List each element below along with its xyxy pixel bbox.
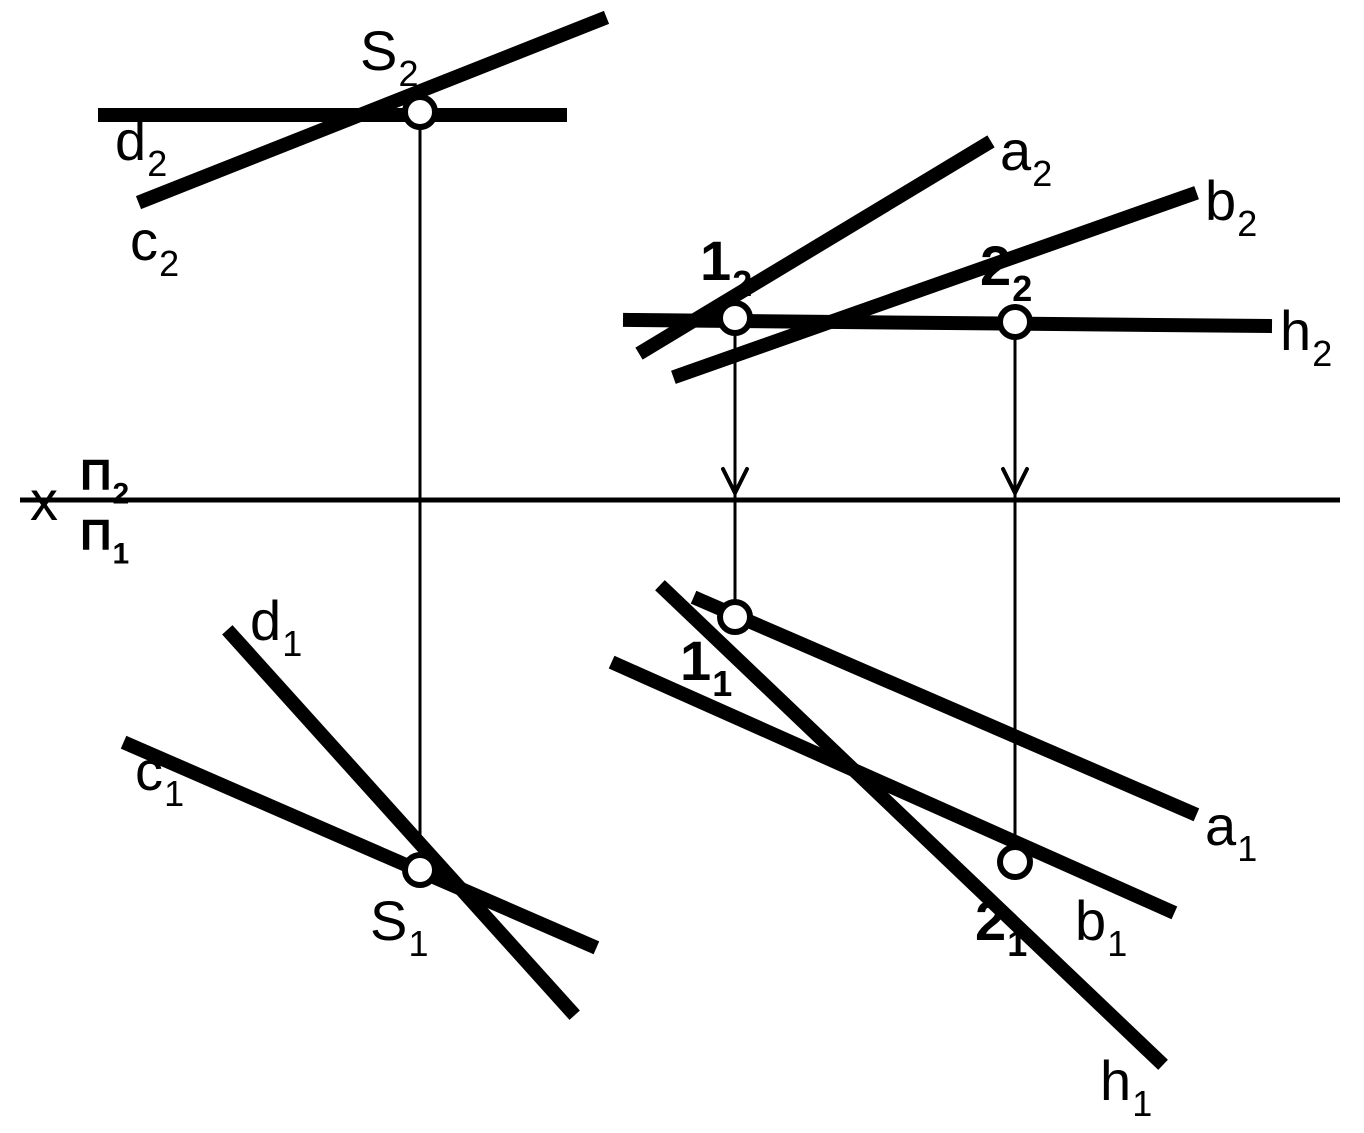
label-S1-main: S — [370, 889, 407, 952]
label-L11-main: 1 — [680, 629, 711, 692]
label-a2-sub: 2 — [1032, 153, 1052, 194]
label-b1-main: b — [1075, 889, 1106, 952]
label-d1-sub: 1 — [282, 623, 302, 664]
label-h1-sub: 1 — [1132, 1083, 1152, 1124]
label-L22-sub: 2 — [1012, 268, 1032, 309]
label-pi2-main: П — [80, 451, 112, 500]
point-P22 — [1000, 307, 1030, 337]
label-a1-main: a — [1205, 794, 1237, 857]
label-S2-sub: 2 — [398, 53, 418, 94]
label-x: x — [30, 469, 58, 532]
label-S2-main: S — [360, 19, 397, 82]
label-c2-main: c — [130, 209, 158, 272]
label-pi1-sub: 1 — [113, 538, 130, 571]
label-L21-sub: 1 — [1007, 923, 1027, 964]
label-L21-main: 2 — [975, 889, 1006, 952]
point-P11 — [720, 602, 750, 632]
label-c2-sub: 2 — [159, 243, 179, 284]
label-h1-main: h — [1100, 1049, 1131, 1112]
label-c1-main: c — [135, 739, 163, 802]
label-L12-main: 1 — [700, 229, 731, 292]
label-pi1-main: П — [80, 511, 112, 560]
label-h2-sub: 2 — [1312, 333, 1332, 374]
point-P21 — [1000, 847, 1030, 877]
descriptive-geometry-diagram: xП2П1S2d2c2a2b2h21222d1c1S111a121b1h1 — [0, 0, 1364, 1133]
label-d2-main: d — [115, 109, 146, 172]
label-L11-sub: 1 — [712, 663, 732, 704]
point-S1 — [405, 855, 435, 885]
label-S1-sub: 1 — [408, 923, 428, 964]
label-x-main: x — [30, 469, 58, 532]
label-d2-sub: 2 — [147, 143, 167, 184]
label-b2-sub: 2 — [1237, 203, 1257, 244]
label-pi2-sub: 2 — [113, 478, 130, 511]
label-L12-sub: 2 — [732, 263, 752, 304]
label-d1-main: d — [250, 589, 281, 652]
label-a2-main: a — [1000, 119, 1032, 182]
label-b2-main: b — [1205, 169, 1236, 232]
label-a1-sub: 1 — [1237, 828, 1257, 869]
label-h2-main: h — [1280, 299, 1311, 362]
label-L22-main: 2 — [980, 234, 1011, 297]
label-b1-sub: 1 — [1107, 923, 1127, 964]
point-S2 — [405, 97, 435, 127]
point-P12 — [720, 303, 750, 333]
label-c1-sub: 1 — [164, 773, 184, 814]
